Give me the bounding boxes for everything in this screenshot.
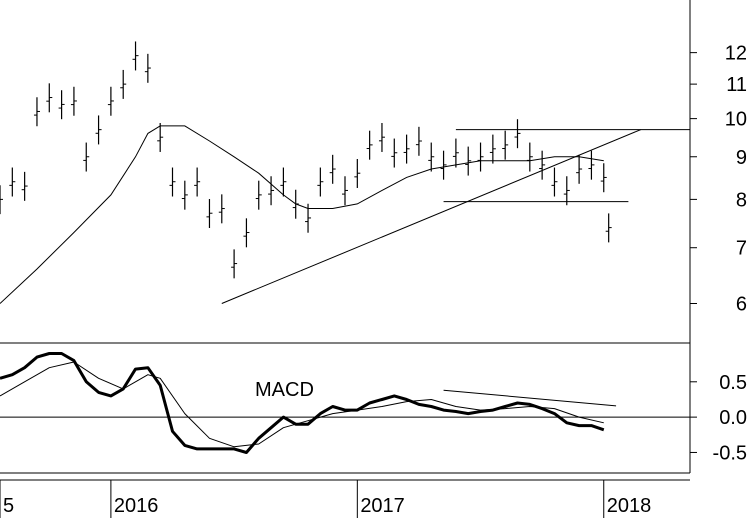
- x-tick-label: 2018: [607, 495, 652, 517]
- price-trendline: [221, 129, 641, 304]
- price-tick-label: 12: [725, 43, 747, 65]
- moving-average-line: [0, 125, 604, 304]
- signal-line: [0, 361, 604, 448]
- price-tick-label: 8: [736, 189, 747, 211]
- price-tick-label: 6: [736, 294, 747, 316]
- price-panel: [0, 41, 690, 304]
- macd-axis-ticks: 0.5 0.0 -0.5: [690, 372, 747, 464]
- price-tick-label: 9: [736, 147, 747, 169]
- macd-tick-label: -0.5: [713, 442, 747, 464]
- price-tick-label: 11: [726, 74, 747, 96]
- x-tick-label: 2017: [360, 495, 405, 517]
- macd-label: MACD: [255, 379, 314, 401]
- macd-tick-label: 0.5: [719, 372, 747, 394]
- macd-trendline: [443, 389, 617, 407]
- price-tick-label: 10: [725, 109, 747, 131]
- macd-panel: MACD: [0, 352, 690, 454]
- macd-line: [0, 352, 605, 454]
- x-tick-label: 5: [3, 495, 14, 517]
- x-axis-ticks: 5 2016 2017 2018: [0, 480, 651, 518]
- x-tick-label: 2016: [114, 495, 158, 517]
- price-tick-label: 7: [736, 238, 747, 260]
- macd-tick-label: 0.0: [719, 407, 747, 429]
- price-axis-ticks: 6 7 8 9 10 11 12: [690, 43, 747, 316]
